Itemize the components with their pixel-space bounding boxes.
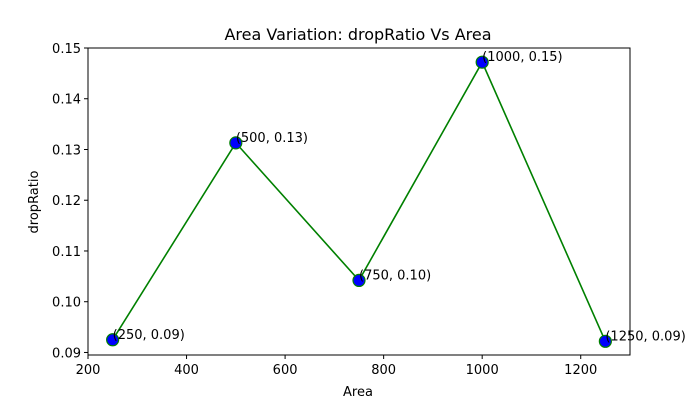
data-point[interactable] xyxy=(475,55,489,69)
data-label: (250, 0.09) xyxy=(113,328,185,343)
x-tick-label: 600 xyxy=(273,363,298,378)
y-axis-label: dropRatio xyxy=(27,171,42,234)
data-label: (1250, 0.09) xyxy=(605,329,685,344)
axes-frame xyxy=(87,47,631,356)
data-label: (750, 0.10) xyxy=(359,268,431,283)
y-tick-label: 0.11 xyxy=(52,245,81,260)
data-label: (1000, 0.15) xyxy=(482,50,562,65)
x-axis-label: Area xyxy=(343,385,373,400)
y-tick-label: 0.09 xyxy=(52,346,81,361)
plot-area: 200 400 600 800 1000 1200 0.09 0.10 0.11 0.12 0.13… xyxy=(52,42,686,378)
data-point[interactable] xyxy=(106,333,120,347)
chart-title: Area Variation: dropRatio Vs Area xyxy=(224,25,491,44)
y-tick-label: 0.10 xyxy=(52,296,81,311)
data-point[interactable] xyxy=(229,136,243,150)
data-point[interactable] xyxy=(352,273,366,288)
y-tick-label: 0.15 xyxy=(52,42,81,57)
data-label: (500, 0.13) xyxy=(236,131,308,146)
x-tick-label: 1000 xyxy=(466,363,499,378)
y-tick-label: 0.13 xyxy=(52,143,81,158)
x-tick-label: 1200 xyxy=(564,363,597,378)
x-tick-label: 200 xyxy=(76,363,101,378)
x-tick-label: 800 xyxy=(371,363,396,378)
series-line xyxy=(111,60,607,342)
x-tick-label: 400 xyxy=(174,363,199,378)
y-tick-label: 0.14 xyxy=(52,93,81,108)
data-point[interactable] xyxy=(598,334,612,348)
y-tick-label: 0.12 xyxy=(52,194,81,209)
